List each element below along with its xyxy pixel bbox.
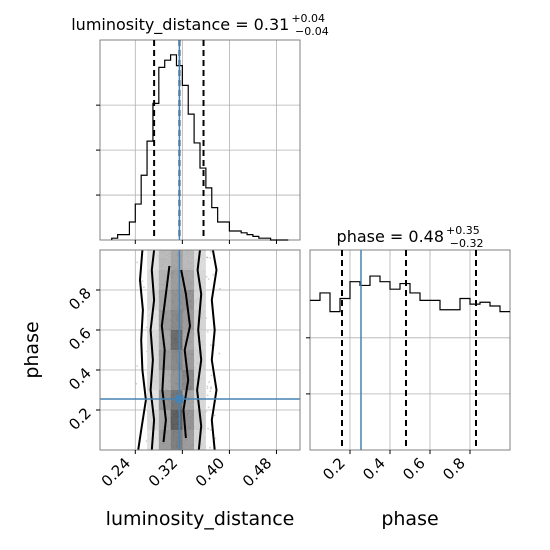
joint-density-cell	[158, 390, 171, 410]
joint-scatter-point	[213, 414, 216, 417]
joint-density-cell	[182, 270, 195, 290]
y-axis-label-phase: phase	[21, 321, 43, 378]
phase-histogram-step	[310, 275, 510, 313]
joint-density-cell	[194, 250, 206, 270]
joint-scatter-point	[135, 382, 138, 385]
joint-density-cell	[170, 290, 183, 310]
joint-density-cell	[158, 250, 171, 270]
phase-y-tick-label: 0.4	[65, 364, 95, 394]
joint-scatter-point	[218, 352, 221, 355]
joint-density-cell	[170, 310, 183, 330]
joint-contour-outer-left	[137, 249, 147, 451]
joint-scatter-point	[206, 394, 209, 397]
joint-scatter-point	[206, 385, 209, 388]
phase-y-tick-label: 0.8	[65, 284, 95, 314]
joint-scatter-point	[210, 386, 213, 389]
luminosity-distance-histogram-frame	[99, 39, 301, 241]
joint-scatter-point	[136, 261, 139, 264]
joint-density-cell	[147, 410, 159, 430]
x-axis-label-phase: phase	[381, 508, 438, 530]
phase-x-tick-label: 0.8	[439, 454, 469, 484]
joint-density-cell	[182, 430, 195, 450]
joint-density-cell	[182, 410, 195, 430]
joint-density-cell	[158, 310, 171, 330]
joint-density-cell	[170, 370, 183, 390]
joint-density-cell	[147, 370, 159, 390]
joint-scatter-point	[207, 427, 210, 430]
phase-histogram-panel: 0.2 0.4 0.6 0.8	[306, 249, 511, 484]
ld-tick-label: 0.24	[98, 454, 134, 490]
joint-contour-inner-right	[180, 269, 191, 439]
joint-density-panel: 0.24 0.32 0.40 0.48 0.2 0.4 0.6 0.8	[65, 249, 301, 490]
joint-density-cell	[194, 390, 206, 410]
ld-tick-label: 0.48	[239, 454, 275, 490]
joint-density-cell	[147, 390, 159, 410]
joint-density-frame	[99, 249, 301, 451]
joint-scatter-point	[145, 440, 148, 442]
joint-density-cell	[170, 250, 183, 270]
joint-density-cell	[182, 250, 195, 270]
joint-contour-inner-left	[160, 265, 171, 443]
joint-scatter-point	[209, 257, 212, 259]
phase-x-tick-label: 0.4	[359, 454, 389, 484]
joint-density-cell	[182, 350, 195, 370]
joint-scatter-point	[206, 256, 209, 259]
joint-scatter-point	[209, 387, 212, 390]
phase-y-tick-label: 0.6	[65, 324, 95, 354]
joint-scatter-point	[219, 287, 221, 290]
ld-histogram-step	[111, 54, 289, 241]
joint-density-cell	[182, 330, 195, 350]
phase-x-tick-label: 0.6	[399, 454, 429, 484]
x-axis-label-luminosity-distance: luminosity_distance	[106, 508, 295, 530]
joint-contour-outer-right	[210, 249, 218, 451]
joint-density-cell	[194, 350, 206, 370]
joint-density-cell	[158, 270, 171, 290]
joint-scatter-point	[209, 390, 212, 392]
joint-scatter-point	[143, 286, 145, 288]
joint-density-cell	[182, 290, 195, 310]
joint-scatter-point	[210, 250, 212, 253]
phase-x-tick-label: 0.2	[319, 454, 349, 484]
joint-density-cell	[182, 390, 195, 410]
joint-density-cell	[170, 350, 183, 370]
joint-scatter-point	[206, 387, 209, 390]
joint-scatter-point	[209, 446, 211, 449]
joint-truth-marker	[175, 395, 184, 403]
joint-scatter-point	[141, 280, 144, 282]
joint-density-cell	[170, 430, 183, 450]
joint-scatter-point	[214, 437, 217, 440]
joint-density-cell	[158, 410, 171, 430]
joint-scatter-point	[206, 256, 208, 259]
joint-density-cell	[170, 410, 183, 430]
joint-density-cell	[170, 330, 183, 350]
joint-scatter-point	[206, 331, 209, 333]
joint-scatter-point	[207, 406, 210, 409]
phase-title: phase = 0.48 +0.35 −0.32	[337, 224, 484, 250]
joint-density-cell	[147, 330, 159, 350]
joint-scatter-point	[210, 374, 213, 377]
joint-density-cell	[147, 290, 159, 310]
phase-y-tick-label: 0.2	[65, 404, 95, 434]
joint-scatter-point	[208, 381, 211, 384]
joint-scatter-point	[207, 278, 210, 280]
joint-scatter-point	[136, 365, 139, 367]
joint-density-cell	[194, 370, 206, 390]
joint-density-cell	[170, 270, 183, 290]
joint-contour-mid-left	[149, 249, 156, 451]
joint-scatter-point	[210, 344, 212, 347]
phase-histogram-frame	[309, 249, 511, 451]
joint-density-cell	[158, 370, 171, 390]
joint-contour-mid-right	[196, 249, 203, 451]
luminosity-distance-title: luminosity_distance = 0.31 +0.04 −0.04	[71, 12, 329, 38]
joint-scatter-point	[209, 429, 212, 431]
joint-scatter-point	[212, 273, 215, 276]
ld-tick-label: 0.40	[192, 454, 228, 490]
joint-density-cell	[147, 310, 159, 330]
joint-scatter-point	[205, 275, 208, 278]
ld-tick-label: 0.32	[145, 454, 181, 490]
joint-density-cell	[158, 330, 171, 350]
luminosity-distance-histogram-panel	[96, 39, 301, 244]
